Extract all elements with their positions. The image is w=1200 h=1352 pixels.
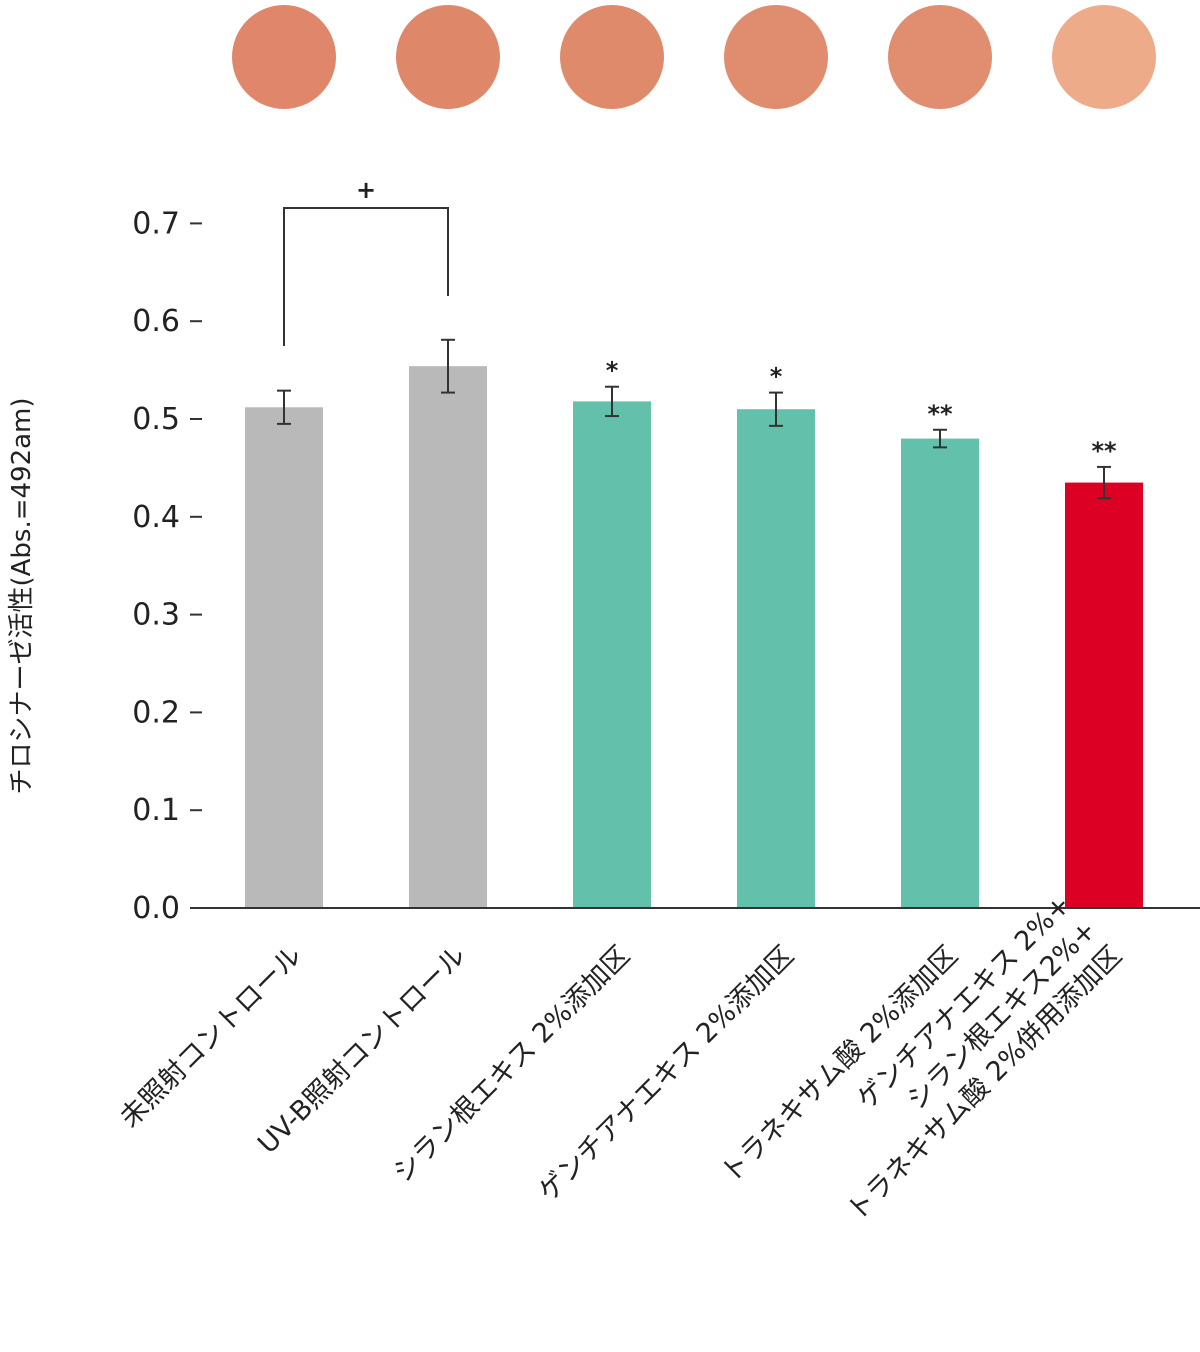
bar [245, 407, 323, 908]
sample-swatch [560, 5, 664, 109]
sample-swatch [232, 5, 336, 109]
comparison-bracket: + [283, 176, 449, 346]
sample-swatch [1052, 5, 1156, 109]
error-bars [277, 338, 1111, 500]
category-label: 未照射コントロール [114, 940, 308, 1134]
bar [1065, 482, 1143, 908]
bar [573, 401, 651, 908]
y-axis-label: チロシナーゼ活性(Abs.=492am) [7, 397, 37, 794]
significance-mark: * [770, 363, 783, 391]
bracket-label: + [356, 176, 376, 204]
category-label-line: 未照射コントロール [114, 940, 308, 1134]
error-bar [769, 391, 783, 427]
y-tick-label: 0.7 [132, 206, 180, 241]
y-axis: 0.0 0.1 0.2 0.3 0.4 0.5 0.6 0.7 [132, 206, 202, 926]
significance-marks: * ***** [606, 357, 1117, 465]
sample-swatch [396, 5, 500, 109]
bar [901, 438, 979, 908]
y-tick-label: 0.3 [132, 598, 180, 633]
error-bar [933, 428, 947, 449]
y-tick-label: 0.6 [132, 304, 180, 339]
error-bar [441, 338, 455, 394]
sample-swatch [724, 5, 828, 109]
bar [409, 366, 487, 908]
y-tick-label: 0.5 [132, 402, 180, 437]
y-tick-label: 0.1 [132, 793, 180, 828]
error-bar [1097, 465, 1111, 500]
error-bar [277, 389, 291, 425]
error-bar [605, 385, 619, 418]
significance-mark: ** [1091, 437, 1117, 465]
bar [737, 409, 815, 908]
bars [245, 366, 1143, 908]
y-tick-label: 0.2 [132, 695, 180, 730]
y-tick-label: 0.4 [132, 500, 180, 535]
significance-mark: * [606, 357, 619, 385]
bracket-line [283, 207, 449, 346]
y-tick-label: 0.0 [132, 891, 180, 926]
significance-mark: ** [927, 400, 953, 428]
sample-swatches [232, 5, 1156, 109]
sample-swatch [888, 5, 992, 109]
